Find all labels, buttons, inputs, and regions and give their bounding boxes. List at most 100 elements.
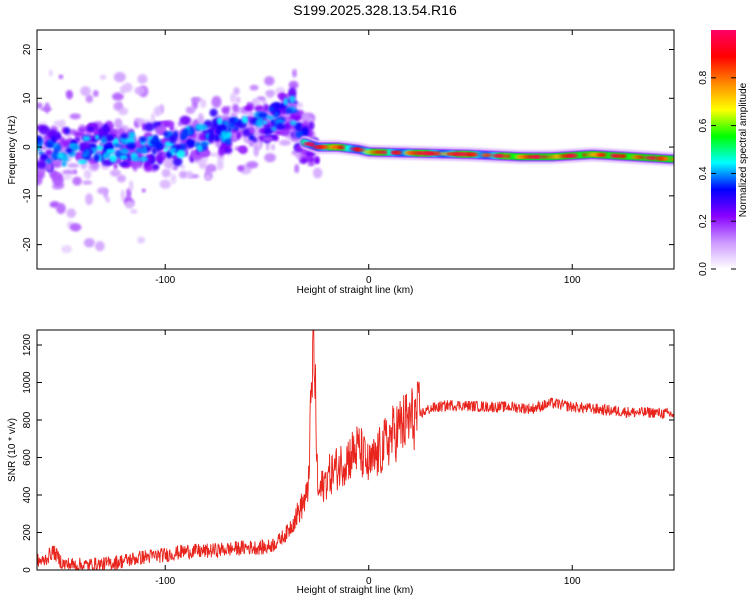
spectrogram-blob	[159, 179, 171, 189]
spectrogram-blob	[470, 153, 479, 157]
spectrogram-blob	[161, 168, 171, 178]
spectrogram-blob	[69, 223, 82, 232]
spectrogram-blob	[119, 155, 128, 160]
spectrogram-blob	[96, 145, 104, 151]
spectrogram-blob	[669, 157, 674, 161]
spectrogram-blob	[185, 138, 196, 147]
spectrogram-blob	[208, 132, 216, 142]
spectrogram-blob	[83, 169, 92, 180]
spectrogram-blob	[56, 202, 66, 214]
spectrogram-blob	[118, 161, 129, 167]
spectrogram-blob	[113, 71, 126, 83]
spectrogram-blob	[139, 156, 149, 162]
spectrogram-blob	[598, 153, 608, 157]
spectrogram-blob	[114, 143, 123, 148]
spectrogram-blob	[95, 134, 100, 140]
snr-x-tick-label: 0	[366, 576, 372, 587]
spectrogram-blob	[88, 143, 97, 148]
spectrogram-blob	[37, 135, 42, 143]
spectrogram-blob	[236, 131, 242, 140]
spectrogram-blob	[102, 123, 109, 134]
spectrogram-blob	[285, 107, 293, 114]
spectrogram-blob	[61, 245, 73, 254]
spectrogram-blob	[134, 86, 145, 95]
spectrogram-blob	[248, 134, 255, 141]
spectrogram-blob	[220, 129, 226, 138]
spectrogram-blob	[538, 155, 549, 159]
spectrogram-blob	[435, 152, 441, 156]
spectrogram-blob	[153, 106, 162, 117]
spectrogram-blob	[295, 130, 304, 139]
spectrogram-blob	[263, 136, 274, 142]
spectrogram-blob	[65, 147, 73, 154]
spectrogram-blob	[120, 133, 129, 139]
spectrogram-blob	[276, 123, 286, 130]
colorbar-tick-label: 0.4	[698, 166, 709, 180]
snr-series-line	[37, 330, 674, 570]
spectrogram-blob	[66, 208, 77, 219]
spectrogram-blob	[48, 69, 53, 77]
spectrogram-blob	[168, 135, 177, 144]
spectrogram-blob	[292, 68, 297, 78]
spectrogram-blob	[201, 124, 208, 130]
spectrogram-blob	[154, 125, 167, 136]
spectrogram-blob	[308, 143, 315, 147]
spectrogram-blob	[77, 159, 88, 165]
spectrogram-blob	[119, 85, 127, 95]
spectrogram-blob	[241, 115, 249, 124]
spectrogram-blob	[109, 169, 121, 177]
spectrogram-blob	[235, 96, 241, 104]
spectrogram-blob	[263, 103, 269, 112]
spectrogram-blob	[263, 120, 268, 125]
spectrogram-blob	[233, 87, 240, 95]
spectrogram-blob	[40, 153, 49, 161]
spectrogram-blob	[37, 102, 43, 109]
spectrogram-blob	[126, 187, 132, 199]
spectrogram-blob	[312, 167, 323, 179]
spectrogram-blob	[484, 153, 494, 157]
spectrogram-blob	[62, 169, 75, 176]
spectrogram-blob	[503, 154, 512, 158]
spectrogram-blob	[139, 136, 147, 143]
spectrogram-blob	[53, 120, 64, 127]
snr-y-tick-label: 1200	[22, 333, 33, 356]
colorbar-ticks: 0.0 0.2 0.4 0.6 0.8	[698, 70, 736, 276]
snr-frame	[36, 329, 675, 571]
spectrogram-blob	[294, 163, 300, 174]
spectrogram-blob	[619, 154, 627, 158]
spectrogram-blob	[637, 155, 645, 159]
spectrogram-blob	[279, 139, 291, 146]
spectrogram-blob	[197, 113, 204, 126]
spectrogram-blob	[255, 118, 264, 128]
spectrogram-blob	[209, 108, 218, 117]
spectrogram-blob	[199, 149, 211, 157]
spectrogram-blob	[216, 159, 224, 171]
spectrogram-blob	[45, 158, 53, 164]
spectrogram-blob	[296, 124, 302, 131]
spectrogram-blob	[72, 176, 82, 186]
spectrogram-blob	[116, 174, 127, 183]
colorbar-gradient	[711, 30, 736, 269]
spectrogram-blob	[103, 188, 108, 200]
spectrogram-blob	[396, 151, 402, 155]
spectrogram-blob	[207, 128, 213, 134]
spectrogram-blob	[288, 87, 297, 98]
chart-title: S199.2025.328.13.54.R16	[293, 2, 457, 18]
spectrogram-blob	[296, 102, 303, 108]
spectrogram-blob	[216, 117, 223, 125]
spectrogram-blob	[235, 120, 241, 129]
spectrogram-blob	[130, 208, 138, 214]
spectrogram-blob	[82, 180, 93, 185]
spectrogram-y-tick-label: -10	[22, 188, 33, 203]
spectrogram-blob	[339, 146, 346, 150]
spectrogram-blob	[308, 121, 315, 130]
spectrogram-blob	[294, 146, 303, 152]
spectrogram-blob	[175, 149, 186, 159]
spectrogram-blob	[180, 164, 186, 169]
spectrogram-blob	[299, 158, 308, 164]
spectrogram-blob	[106, 148, 116, 154]
spectrogram-blob	[662, 157, 669, 161]
spectrogram-blob	[126, 142, 136, 150]
spectrogram-blob	[83, 238, 95, 248]
